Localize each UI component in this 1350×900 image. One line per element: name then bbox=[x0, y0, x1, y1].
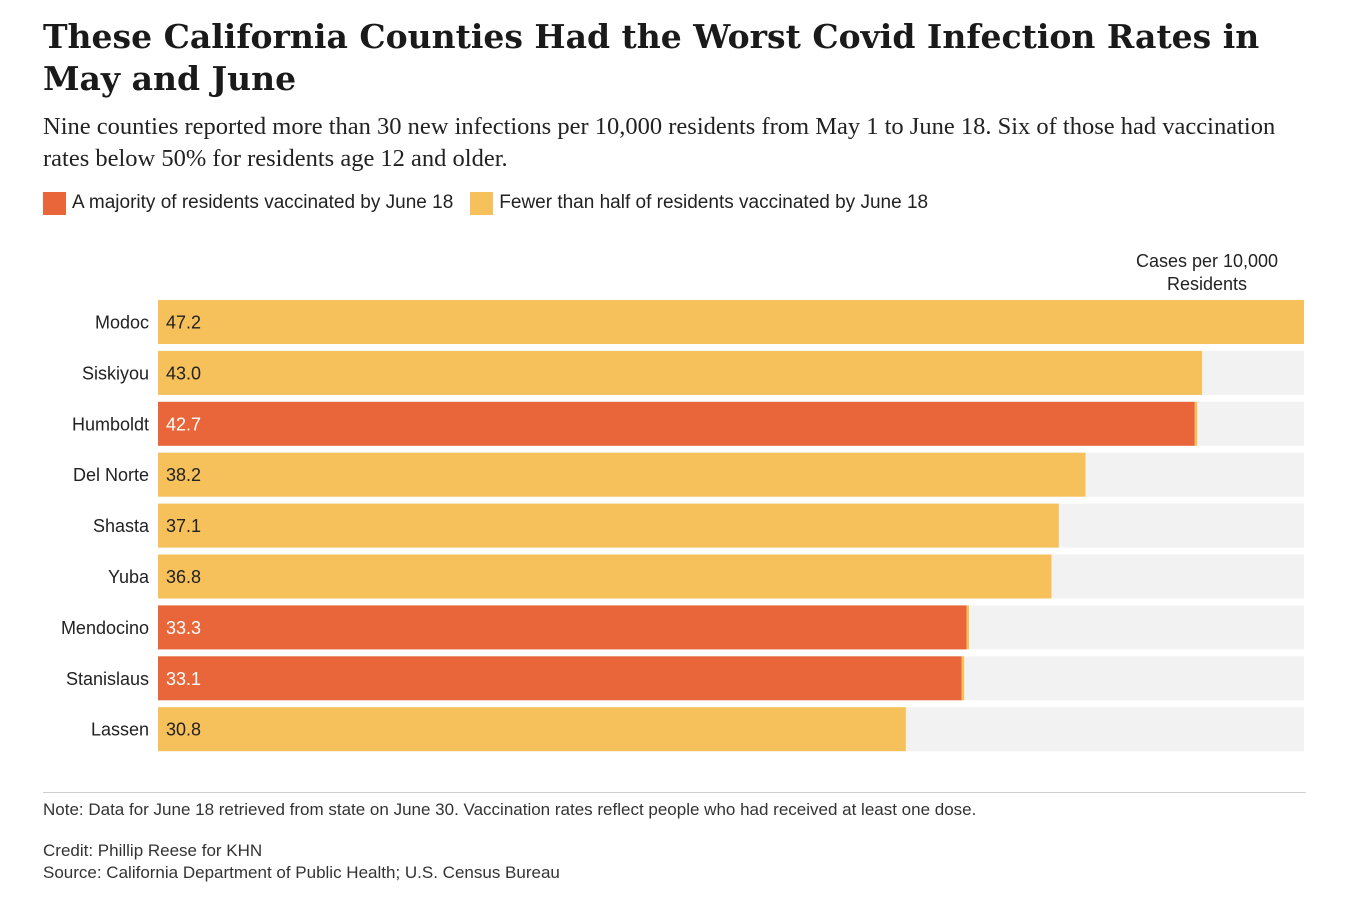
legend-swatch-fewer bbox=[470, 191, 494, 215]
category-label: Yuba bbox=[108, 567, 150, 587]
value-label: 37.1 bbox=[166, 516, 201, 536]
bar-end-marker bbox=[961, 656, 965, 701]
legend: A majority of residents vaccinated by Ju… bbox=[43, 191, 945, 215]
legend-swatch-majority bbox=[43, 191, 66, 215]
value-axis-header-line: Residents bbox=[1167, 274, 1247, 294]
value-label: 36.8 bbox=[166, 567, 201, 587]
category-label: Siskiyou bbox=[82, 363, 149, 383]
category-label: Humboldt bbox=[72, 414, 149, 434]
chart-title: These California Counties Had the Worst … bbox=[43, 17, 1260, 98]
value-label: 30.8 bbox=[166, 720, 201, 740]
bar-modoc bbox=[158, 300, 1304, 344]
category-label: Shasta bbox=[93, 516, 150, 536]
bar-yuba bbox=[158, 554, 1052, 599]
bar-end-marker bbox=[1194, 401, 1198, 446]
bar-siskiyou bbox=[158, 350, 1203, 395]
footer-credit-block: Credit: Phillip Reese for KHN Source: Ca… bbox=[43, 840, 560, 884]
footer-credit: Credit: Phillip Reese for KHN bbox=[43, 841, 263, 860]
chart-subtitle: Nine counties reported more than 30 new … bbox=[43, 113, 1276, 172]
value-label: 43.0 bbox=[166, 363, 201, 383]
category-label: Modoc bbox=[95, 313, 149, 333]
value-axis-header: Cases per 10,000 Residents bbox=[1136, 251, 1278, 294]
bar-chart: Cases per 10,000 Residents Modoc 47.2 Siskiy… bbox=[61, 251, 1304, 752]
value-label: 47.2 bbox=[166, 313, 201, 333]
bar-del-norte bbox=[158, 452, 1086, 497]
legend-label-majority: A majority of residents vaccinated by Ju… bbox=[72, 192, 454, 213]
value-label: 42.7 bbox=[166, 414, 201, 434]
bar-end-marker bbox=[966, 605, 970, 650]
legend-label-fewer: Fewer than half of residents vaccinated … bbox=[499, 192, 929, 213]
value-label: 38.2 bbox=[166, 465, 201, 485]
bar-humboldt bbox=[158, 401, 1195, 446]
value-axis-header-line: Cases per 10,000 bbox=[1136, 251, 1278, 271]
category-label: Lassen bbox=[91, 720, 149, 740]
legend-item-fewer: Fewer than half of residents vaccinated … bbox=[470, 191, 929, 215]
footer-divider bbox=[43, 792, 1306, 793]
value-label: 33.3 bbox=[166, 618, 201, 638]
category-label: Del Norte bbox=[73, 465, 149, 485]
value-label: 33.1 bbox=[166, 669, 201, 689]
category-label: Stanislaus bbox=[66, 669, 149, 689]
bar-shasta bbox=[158, 503, 1059, 548]
bar-mendocino bbox=[158, 605, 967, 650]
footer-source: Source: California Department of Public … bbox=[43, 863, 560, 882]
bar-stanislaus bbox=[158, 656, 962, 701]
category-label: Mendocino bbox=[61, 618, 149, 638]
footer-note: Note: Data for June 18 retrieved from st… bbox=[43, 800, 977, 819]
legend-item-majority: A majority of residents vaccinated by Ju… bbox=[43, 191, 454, 215]
bar-lassen bbox=[158, 707, 906, 752]
